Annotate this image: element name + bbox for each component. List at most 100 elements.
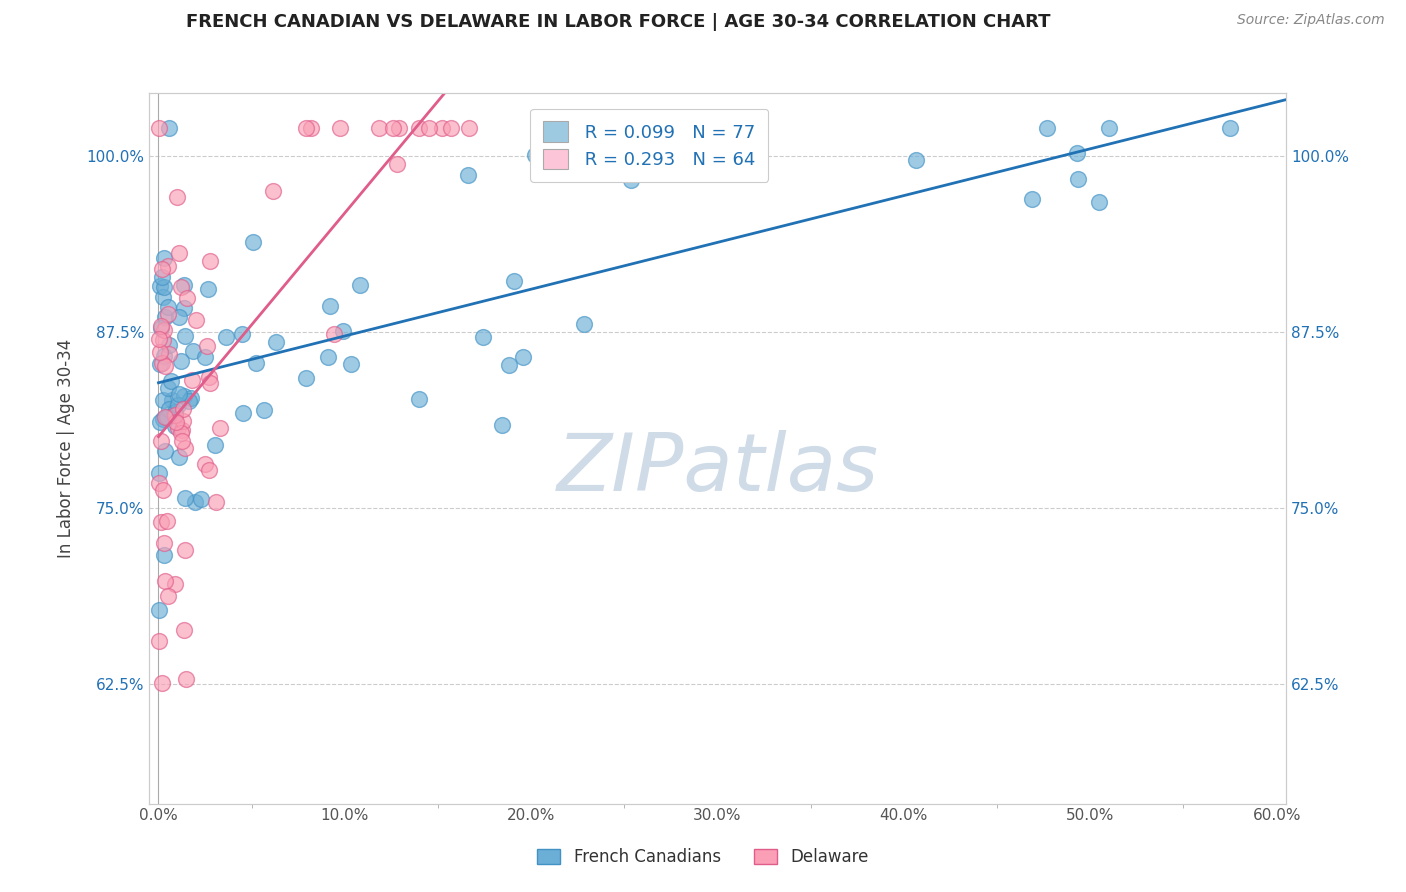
Point [170,280,193,294]
Point [169,245,191,260]
Point [163,408,186,422]
Point [157,347,180,361]
Point [1088,194,1111,209]
Point [157,259,180,273]
Y-axis label: In Labor Force | Age 30-34: In Labor Force | Age 30-34 [58,338,75,558]
Point [194,351,217,365]
Text: Source: ZipAtlas.com: Source: ZipAtlas.com [1237,13,1385,28]
Point [173,301,195,315]
Point [157,381,180,395]
Point [156,514,179,528]
Point [169,354,191,368]
Point [156,590,179,604]
Point [149,434,172,449]
Point [150,270,173,285]
Point [332,324,354,338]
Point [181,373,204,387]
Point [153,323,176,337]
Point [148,120,170,135]
Point [232,406,254,420]
Point [152,483,174,497]
Point [1066,145,1088,160]
Point [149,318,172,333]
Point [408,120,430,135]
Point [173,441,195,455]
Point [148,633,170,648]
Point [153,574,176,588]
Point [205,495,228,509]
Point [299,120,322,135]
Point [167,310,190,324]
Point [176,672,198,686]
Point [153,310,176,324]
Point [152,279,174,293]
Point [157,337,180,351]
Point [181,343,204,358]
Point [1219,120,1241,135]
Point [165,408,187,422]
Point [195,339,218,353]
Point [1098,120,1121,135]
Point [177,394,200,409]
Point [167,421,190,435]
Point [322,326,344,341]
Point [253,403,276,417]
Point [198,253,221,268]
Point [150,356,173,370]
Point [153,536,176,550]
Point [1021,192,1043,206]
Point [152,290,174,304]
Point [173,623,195,637]
Legend: French Canadians, Delaware: French Canadians, Delaware [529,840,877,875]
Point [173,389,195,403]
Point [153,410,176,425]
Point [156,409,179,424]
Point [148,475,170,490]
Point [245,356,267,370]
Text: FRENCH CANADIAN VS DELAWARE IN LABOR FORCE | AGE 30-34 CORRELATION CHART: FRENCH CANADIAN VS DELAWARE IN LABOR FOR… [187,13,1050,31]
Point [170,425,193,440]
Point [152,333,174,347]
Point [472,330,495,344]
Point [152,261,174,276]
Point [152,412,174,426]
Point [157,300,180,314]
Point [148,467,170,481]
Point [176,291,198,305]
Point [172,401,194,416]
Point [620,173,643,187]
Point [184,495,207,509]
Text: ZIPatlas: ZIPatlas [557,431,879,508]
Point [163,405,186,419]
Point [295,120,318,135]
Point [173,543,195,558]
Point [152,392,174,407]
Point [198,463,221,477]
Point [214,329,236,343]
Point [149,357,172,371]
Point [198,376,221,390]
Point [197,282,219,296]
Point [385,157,408,171]
Point [204,438,226,452]
Point [169,450,191,465]
Point [160,374,183,388]
Point [157,402,180,417]
Point [572,317,595,331]
Point [512,350,534,364]
Point [194,457,217,471]
Legend:  R = 0.099   N = 77,  R = 0.293   N = 64: R = 0.099 N = 77, R = 0.293 N = 64 [530,109,768,182]
Point [150,321,173,335]
Point [198,370,221,384]
Point [231,327,253,342]
Point [153,251,176,265]
Point [160,392,183,407]
Point [661,120,683,135]
Point [173,278,195,293]
Point [166,190,188,204]
Point [148,332,170,346]
Point [329,120,352,135]
Point [349,278,371,293]
Point [430,120,453,135]
Point [157,120,180,135]
